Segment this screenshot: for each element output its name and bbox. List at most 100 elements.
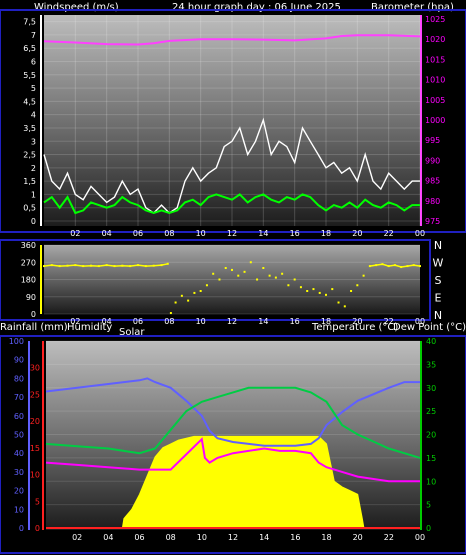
direction-panel-frame xyxy=(0,239,431,321)
x-tick-label: 16 xyxy=(290,533,300,542)
direction-y-tick-label: 360 xyxy=(21,241,36,250)
wind-y-tick-label: 1,5 xyxy=(23,177,36,186)
windspeed-axis-label: Windspeed (m/s) xyxy=(34,2,119,13)
humidity-y-tick-label: 30 xyxy=(14,468,24,477)
x-tick-label: 04 xyxy=(102,317,112,326)
x-tick-label: 14 xyxy=(259,533,269,542)
x-tick-label: 20 xyxy=(353,533,363,542)
direction-point xyxy=(368,265,371,268)
wind-panel-frame xyxy=(0,9,466,233)
wind-y-tick-label: 4 xyxy=(31,111,36,120)
x-tick-label: 22 xyxy=(384,533,394,542)
direction-line xyxy=(369,263,421,268)
direction-point xyxy=(256,278,259,281)
rain-y-tick-label: 0 xyxy=(35,524,40,533)
baro-y-tick-label: 990 xyxy=(425,156,440,165)
direction-point xyxy=(306,290,309,292)
direction-point xyxy=(343,305,346,308)
wind-y-tick-label: 5,5 xyxy=(23,71,36,80)
direction-point xyxy=(243,270,246,273)
temperature-line xyxy=(45,386,421,459)
baro-y-tick-label: 980 xyxy=(425,197,440,206)
baro-y-tick-label: 975 xyxy=(425,217,440,226)
wind-y-tick-label: 1 xyxy=(31,190,36,199)
direction-line xyxy=(43,263,168,267)
compass-label: N xyxy=(434,309,442,322)
x-tick-label: 10 xyxy=(196,229,206,238)
direction-point xyxy=(325,293,327,296)
x-tick-label: 08 xyxy=(166,533,176,542)
direction-point xyxy=(218,278,221,281)
wind-plot-area xyxy=(44,15,420,226)
temperature-y-tick-label: 10 xyxy=(426,477,436,486)
humidity-y-tick-label: 90 xyxy=(14,356,24,365)
baro-y-tick-label: 1000 xyxy=(425,116,445,125)
humidity-y-tick-label: 60 xyxy=(14,412,24,421)
direction-point xyxy=(293,278,296,281)
wind-y-tick-label: 6 xyxy=(31,58,36,67)
direction-y-tick-label: 270 xyxy=(21,258,36,267)
barometer-axis-label: Barometer (hpa) xyxy=(371,2,454,13)
direction-point xyxy=(231,268,233,271)
x-tick-label: 14 xyxy=(258,229,268,238)
temperature-y-tick-label: 35 xyxy=(426,360,436,369)
wind-gust-line xyxy=(43,117,420,214)
direction-point xyxy=(174,301,177,304)
x-tick-label: 18 xyxy=(321,533,331,542)
compass-label: W xyxy=(433,257,444,270)
x-tick-label: 10 xyxy=(196,317,206,326)
humidity-y-tick-label: 10 xyxy=(14,505,24,514)
humidity-y-tick-label: 40 xyxy=(14,449,24,458)
rain-y-tick-label: 10 xyxy=(30,471,40,480)
direction-y-tick-label: 90 xyxy=(26,293,36,302)
wind-y-tick-label: 4,5 xyxy=(23,97,36,106)
x-tick-label: 06 xyxy=(133,317,143,326)
direction-point xyxy=(362,274,365,277)
x-tick-label: 02 xyxy=(70,229,80,238)
direction-y-tick-label: 180 xyxy=(21,276,36,285)
humidity-axis-label: Humidity xyxy=(67,322,112,333)
direction-point xyxy=(187,299,190,302)
baro-y-tick-label: 1020 xyxy=(425,35,445,44)
humidity-y-tick-label: 50 xyxy=(14,431,24,440)
rain-y-tick-label: 20 xyxy=(30,417,40,426)
wind-y-tick-label: 0 xyxy=(31,217,36,226)
x-tick-label: 12 xyxy=(228,533,238,542)
compass-label: S xyxy=(435,274,442,287)
temperature-y-tick-label: 0 xyxy=(426,524,431,533)
temperature-y-tick-label: 20 xyxy=(426,431,436,440)
x-tick-label: 20 xyxy=(352,229,362,238)
x-tick-label: 14 xyxy=(258,317,268,326)
direction-point xyxy=(299,286,302,289)
wind-barometer-panel: 0 0,5 1 1,5 2 2,5 3 3,5 4 4,5 5 5,5 6 6,5 7 7,5 975 980 9… xyxy=(0,9,466,238)
humidity-y-tick-label: 70 xyxy=(14,393,24,402)
x-tick-label: 10 xyxy=(197,533,207,542)
wind-y-tick-label: 5 xyxy=(31,84,36,93)
graph-title: 24 hour graph day : 06 June 2025 xyxy=(172,2,341,13)
x-tick-label: 06 xyxy=(133,229,143,238)
dewpoint-axis-label: Dew Point (°C) xyxy=(393,322,466,333)
x-tick-label: 04 xyxy=(103,533,113,542)
direction-y-tick-label: 0 xyxy=(31,310,36,319)
direction-point xyxy=(199,290,202,292)
temperature-y-tick-label: 5 xyxy=(426,501,431,510)
direction-plot-area xyxy=(44,245,420,314)
x-tick-label: 12 xyxy=(227,317,237,326)
direction-point xyxy=(318,291,321,294)
direction-point xyxy=(331,288,334,291)
baro-y-tick-label: 985 xyxy=(425,177,440,186)
x-tick-label: 02 xyxy=(70,317,80,326)
rain-y-tick-label: 5 xyxy=(35,497,40,506)
direction-point xyxy=(287,284,290,287)
direction-point xyxy=(268,274,271,277)
x-tick-label: 16 xyxy=(290,229,300,238)
direction-point xyxy=(180,294,183,297)
temperature-humidity-panel: 0 10 20 30 40 50 60 70 80 90 100 0 5 10 15 20 25 30 0 5 10… xyxy=(0,335,466,554)
temperature-y-tick-label: 15 xyxy=(426,454,436,463)
temperature-y-tick-label: 40 xyxy=(426,337,436,346)
rain-y-tick-label: 15 xyxy=(30,444,40,453)
baro-y-tick-label: 995 xyxy=(425,136,440,145)
humidity-y-tick-label: 80 xyxy=(14,374,24,383)
